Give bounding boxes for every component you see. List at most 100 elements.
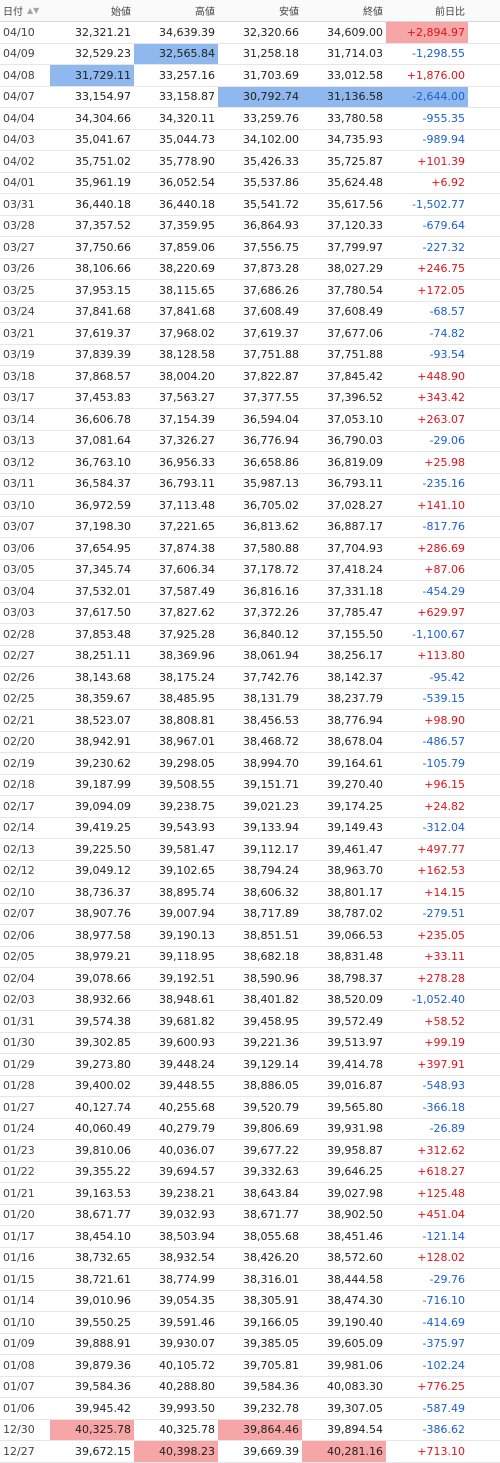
- cell-date: 03/24: [3, 305, 35, 319]
- cell-high: 40,398.23: [134, 1441, 218, 1462]
- cell-low: 38,305.91: [243, 1294, 299, 1308]
- cell-close: 35,725.87: [327, 154, 383, 168]
- cell-date: 02/06: [3, 928, 35, 942]
- cell-change: +263.07: [417, 412, 465, 426]
- table-row: 02/18 39,187.99 39,508.55 39,151.71 39,270.4…: [0, 775, 500, 796]
- cell-date: 03/17: [3, 391, 35, 405]
- cell-low: 36,816.16: [243, 584, 299, 598]
- cell-close: 35,617.56: [327, 197, 383, 211]
- table-row: 02/03 38,932.66 38,948.61 38,401.82 38,520.0…: [0, 990, 500, 1011]
- cell-low: 38,131.79: [243, 692, 299, 706]
- cell-change: +58.52: [424, 1014, 465, 1028]
- cell-low: 38,606.32: [243, 885, 299, 899]
- column-header-high[interactable]: 高値: [195, 7, 215, 18]
- cell-change: +451.04: [417, 1208, 465, 1222]
- cell-date: 02/03: [3, 993, 35, 1007]
- cell-change: +448.90: [417, 369, 465, 383]
- cell-open: 37,198.30: [75, 520, 131, 534]
- cell-close: 39,066.53: [327, 928, 383, 942]
- cell-date: 01/20: [3, 1208, 35, 1222]
- cell-date: 01/10: [3, 1315, 35, 1329]
- cell-high: 38,895.74: [159, 885, 215, 899]
- cell-open: 36,763.10: [75, 455, 131, 469]
- cell-high: 39,508.55: [159, 778, 215, 792]
- cell-close: 37,845.42: [327, 369, 383, 383]
- cell-open: 37,617.50: [75, 606, 131, 620]
- cell-date: 03/26: [3, 262, 35, 276]
- cell-date: 01/22: [3, 1165, 35, 1179]
- cell-low: 39,151.71: [243, 778, 299, 792]
- sort-icon[interactable]: ▲▼: [27, 6, 40, 15]
- cell-high: 40,279.79: [159, 1122, 215, 1136]
- cell-close: 38,776.94: [327, 713, 383, 727]
- cell-change: -679.64: [422, 219, 465, 233]
- cell-close: 38,444.58: [327, 1272, 383, 1286]
- cell-close: 37,751.88: [327, 348, 383, 362]
- cell-low: 35,987.13: [243, 477, 299, 491]
- table-row: 03/14 36,606.78 37,154.39 36,594.04 37,053.1…: [0, 409, 500, 431]
- table-row: 03/31 36,440.18 36,440.18 35,541.72 35,617.5…: [0, 194, 500, 216]
- cell-high: 36,956.33: [159, 455, 215, 469]
- cell-high: 39,102.65: [159, 864, 215, 878]
- cell-high: 40,255.68: [159, 1100, 215, 1114]
- cell-date: 03/05: [3, 563, 35, 577]
- cell-low: 37,178.72: [243, 563, 299, 577]
- table-row: 12/30 40,325.78 40,325.78 39,864.46 39,894.5…: [0, 1419, 500, 1441]
- cell-date: 02/25: [3, 692, 35, 706]
- cell-high: 39,930.07: [159, 1337, 215, 1351]
- cell-low: 36,864.93: [243, 219, 299, 233]
- cell-high: 39,591.46: [159, 1315, 215, 1329]
- cell-date: 03/04: [3, 584, 35, 598]
- cell-open: 38,932.66: [75, 993, 131, 1007]
- cell-high: 37,587.49: [159, 584, 215, 598]
- cell-high: 39,681.82: [159, 1014, 215, 1028]
- table-row: 02/19 39,230.62 39,298.05 38,994.70 39,164.6…: [0, 753, 500, 775]
- cell-close: 37,780.54: [327, 283, 383, 297]
- table-row: 04/07 33,154.97 33,158.87 30,792.74 31,136.5…: [0, 86, 500, 108]
- cell-close: 39,565.80: [327, 1100, 383, 1114]
- cell-close: 39,958.87: [327, 1143, 383, 1157]
- cell-close: 39,513.97: [327, 1036, 383, 1050]
- table-row: 02/13 39,225.50 39,581.47 39,112.17 39,461.4…: [0, 839, 500, 861]
- cell-close: 39,646.25: [327, 1165, 383, 1179]
- cell-close: 39,461.47: [327, 842, 383, 856]
- table-row: 01/20 38,671.77 39,032.93 38,671.77 38,902.5…: [0, 1205, 500, 1226]
- cell-change: -454.29: [422, 584, 465, 598]
- cell-low: 34,102.00: [243, 133, 299, 147]
- cell-change: +618.27: [417, 1165, 465, 1179]
- column-header-low[interactable]: 安値: [279, 7, 299, 18]
- cell-low: 39,385.05: [243, 1337, 299, 1351]
- cell-close: 36,819.09: [327, 455, 383, 469]
- cell-open: 39,302.85: [75, 1036, 131, 1050]
- cell-change: +98.90: [424, 713, 465, 727]
- cell-change: -989.94: [422, 133, 465, 147]
- cell-change: +141.10: [417, 498, 465, 512]
- cell-high: 38,220.69: [159, 262, 215, 276]
- cell-low: 39,520.79: [243, 1100, 299, 1114]
- cell-high: 39,238.21: [159, 1186, 215, 1200]
- cell-change: +286.69: [417, 541, 465, 555]
- cell-open: 38,732.65: [75, 1251, 131, 1265]
- cell-open: 37,453.83: [75, 391, 131, 405]
- cell-close: 39,027.98: [327, 1186, 383, 1200]
- cell-close: 38,027.29: [327, 262, 383, 276]
- column-header-close[interactable]: 終値: [363, 7, 383, 18]
- table-row: 02/14 39,419.25 39,543.93 39,133.94 39,149.4…: [0, 818, 500, 839]
- column-header-date[interactable]: 日付 ▲▼: [0, 0, 50, 21]
- cell-change: -279.51: [422, 907, 465, 921]
- cell-close: 39,894.54: [327, 1423, 383, 1437]
- cell-open: 37,345.74: [75, 563, 131, 577]
- date-header-label: 日付: [3, 7, 23, 18]
- cell-date: 02/28: [3, 627, 35, 641]
- table-row: 03/03 37,617.50 37,827.62 37,372.26 37,785.4…: [0, 603, 500, 624]
- cell-date: 02/04: [3, 971, 35, 985]
- cell-low: 39,806.69: [243, 1122, 299, 1136]
- cell-date: 03/13: [3, 434, 35, 448]
- column-header-change[interactable]: 前日比: [435, 7, 465, 18]
- cell-high: 38,774.99: [159, 1272, 215, 1286]
- cell-change: -93.54: [429, 348, 465, 362]
- column-header-open[interactable]: 始値: [111, 7, 131, 18]
- cell-change: +96.15: [424, 778, 465, 792]
- cell-low: 33,259.76: [243, 111, 299, 125]
- cell-high: 37,359.95: [159, 219, 215, 233]
